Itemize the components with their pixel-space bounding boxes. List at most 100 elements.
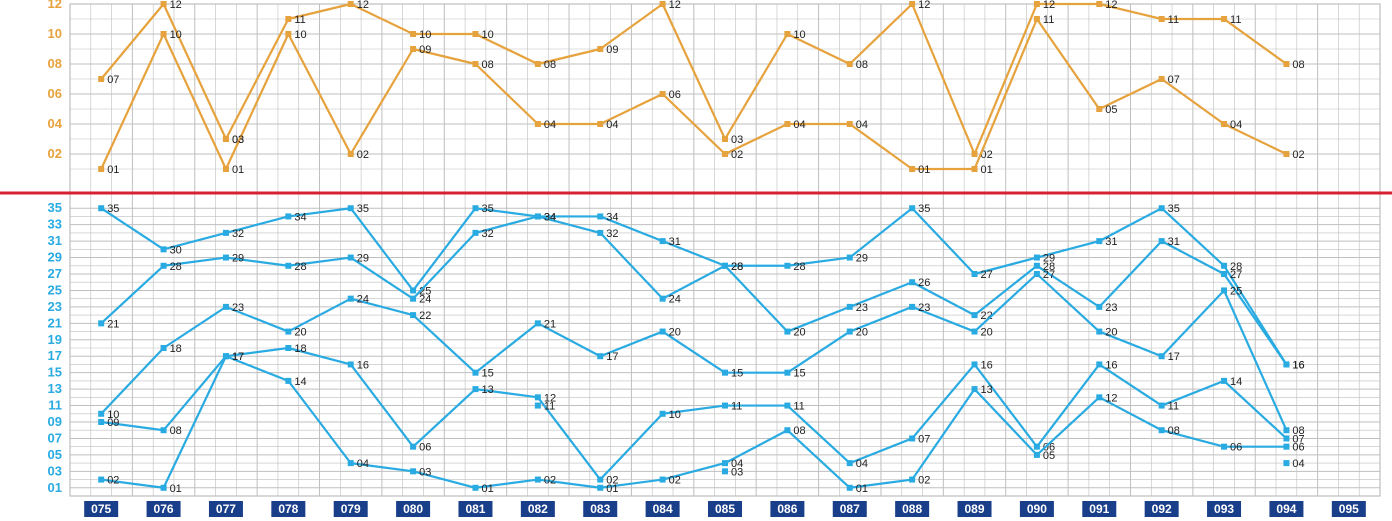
data-marker (473, 32, 478, 37)
x-label: 085 (715, 502, 735, 516)
data-marker (1159, 239, 1164, 244)
point-label: 04 (1230, 119, 1242, 131)
point-label: 08 (170, 425, 182, 437)
point-label: 29 (232, 253, 244, 265)
data-marker (972, 362, 977, 367)
data-marker (286, 346, 291, 351)
point-label: 20 (669, 327, 681, 339)
data-marker (1222, 263, 1227, 268)
point-label: 23 (856, 302, 868, 314)
lottery-trend-chart: 0204060810120103050709111315171921232527… (0, 0, 1392, 521)
data-marker (535, 477, 540, 482)
data-marker (972, 329, 977, 334)
data-marker (286, 378, 291, 383)
point-label: 04 (856, 119, 868, 131)
point-label: 15 (481, 368, 493, 380)
data-marker (99, 321, 104, 326)
data-marker (723, 461, 728, 466)
point-label: 16 (981, 359, 993, 371)
data-marker (161, 263, 166, 268)
data-marker (286, 214, 291, 219)
data-marker (723, 469, 728, 474)
point-label: 04 (357, 458, 369, 470)
data-marker (535, 403, 540, 408)
data-marker (660, 329, 665, 334)
data-marker (348, 362, 353, 367)
point-label: 01 (981, 164, 993, 176)
data-marker (785, 403, 790, 408)
data-marker (411, 47, 416, 52)
point-label: 14 (1230, 376, 1242, 388)
data-marker (1034, 263, 1039, 268)
point-label: 31 (1168, 236, 1180, 248)
point-label: 04 (1292, 458, 1304, 470)
point-label: 03 (731, 134, 743, 146)
point-label: 11 (1168, 14, 1179, 26)
data-marker (847, 461, 852, 466)
data-marker (1284, 428, 1289, 433)
point-label: 16 (1105, 359, 1117, 371)
data-marker (1159, 354, 1164, 359)
point-label: 11 (544, 401, 555, 413)
point-label: 34 (544, 211, 556, 223)
point-label: 12 (170, 0, 182, 11)
point-label: 02 (1292, 149, 1304, 161)
x-label: 083 (590, 502, 610, 516)
point-label: 21 (544, 318, 556, 330)
data-marker (1159, 77, 1164, 82)
data-marker (348, 255, 353, 260)
point-label: 02 (731, 149, 743, 161)
data-marker (473, 206, 478, 211)
data-marker (847, 255, 852, 260)
x-label: 080 (403, 502, 423, 516)
point-label: 32 (606, 228, 618, 240)
data-marker (1222, 288, 1227, 293)
data-marker (535, 122, 540, 127)
data-marker (723, 137, 728, 142)
point-label: 08 (481, 59, 493, 71)
point-label: 29 (357, 253, 369, 265)
point-label: 06 (1292, 442, 1304, 454)
data-marker (1284, 152, 1289, 157)
data-marker (223, 137, 228, 142)
point-label: 16 (357, 359, 369, 371)
data-marker (598, 230, 603, 235)
point-label: 12 (1105, 392, 1117, 404)
data-marker (348, 2, 353, 7)
data-marker (535, 395, 540, 400)
x-label: 091 (1089, 502, 1109, 516)
point-label: 11 (1168, 401, 1179, 413)
data-marker (598, 477, 603, 482)
point-label: 17 (232, 351, 244, 363)
data-marker (348, 296, 353, 301)
point-label: 24 (357, 294, 369, 306)
point-label: 16 (1292, 359, 1304, 371)
x-label: 076 (154, 502, 174, 516)
data-marker (411, 296, 416, 301)
x-label: 093 (1214, 502, 1234, 516)
x-label: 088 (902, 502, 922, 516)
x-label: 078 (278, 502, 298, 516)
data-marker (1222, 272, 1227, 277)
point-label: 08 (856, 59, 868, 71)
data-marker (223, 354, 228, 359)
data-marker (1222, 378, 1227, 383)
data-marker (99, 77, 104, 82)
data-marker (723, 152, 728, 157)
data-marker (598, 485, 603, 490)
data-marker (99, 477, 104, 482)
data-marker (1284, 62, 1289, 67)
data-marker (910, 280, 915, 285)
data-marker (910, 436, 915, 441)
data-marker (286, 32, 291, 37)
data-marker (1222, 444, 1227, 449)
point-label: 24 (419, 294, 431, 306)
data-marker (910, 167, 915, 172)
bottom-y-tick: 07 (48, 430, 62, 445)
data-marker (535, 321, 540, 326)
data-marker (785, 329, 790, 334)
x-label: 082 (528, 502, 548, 516)
bottom-y-tick: 31 (48, 233, 62, 248)
point-label: 14 (294, 376, 306, 388)
chart-svg: 0204060810120103050709111315171921232527… (0, 0, 1392, 521)
